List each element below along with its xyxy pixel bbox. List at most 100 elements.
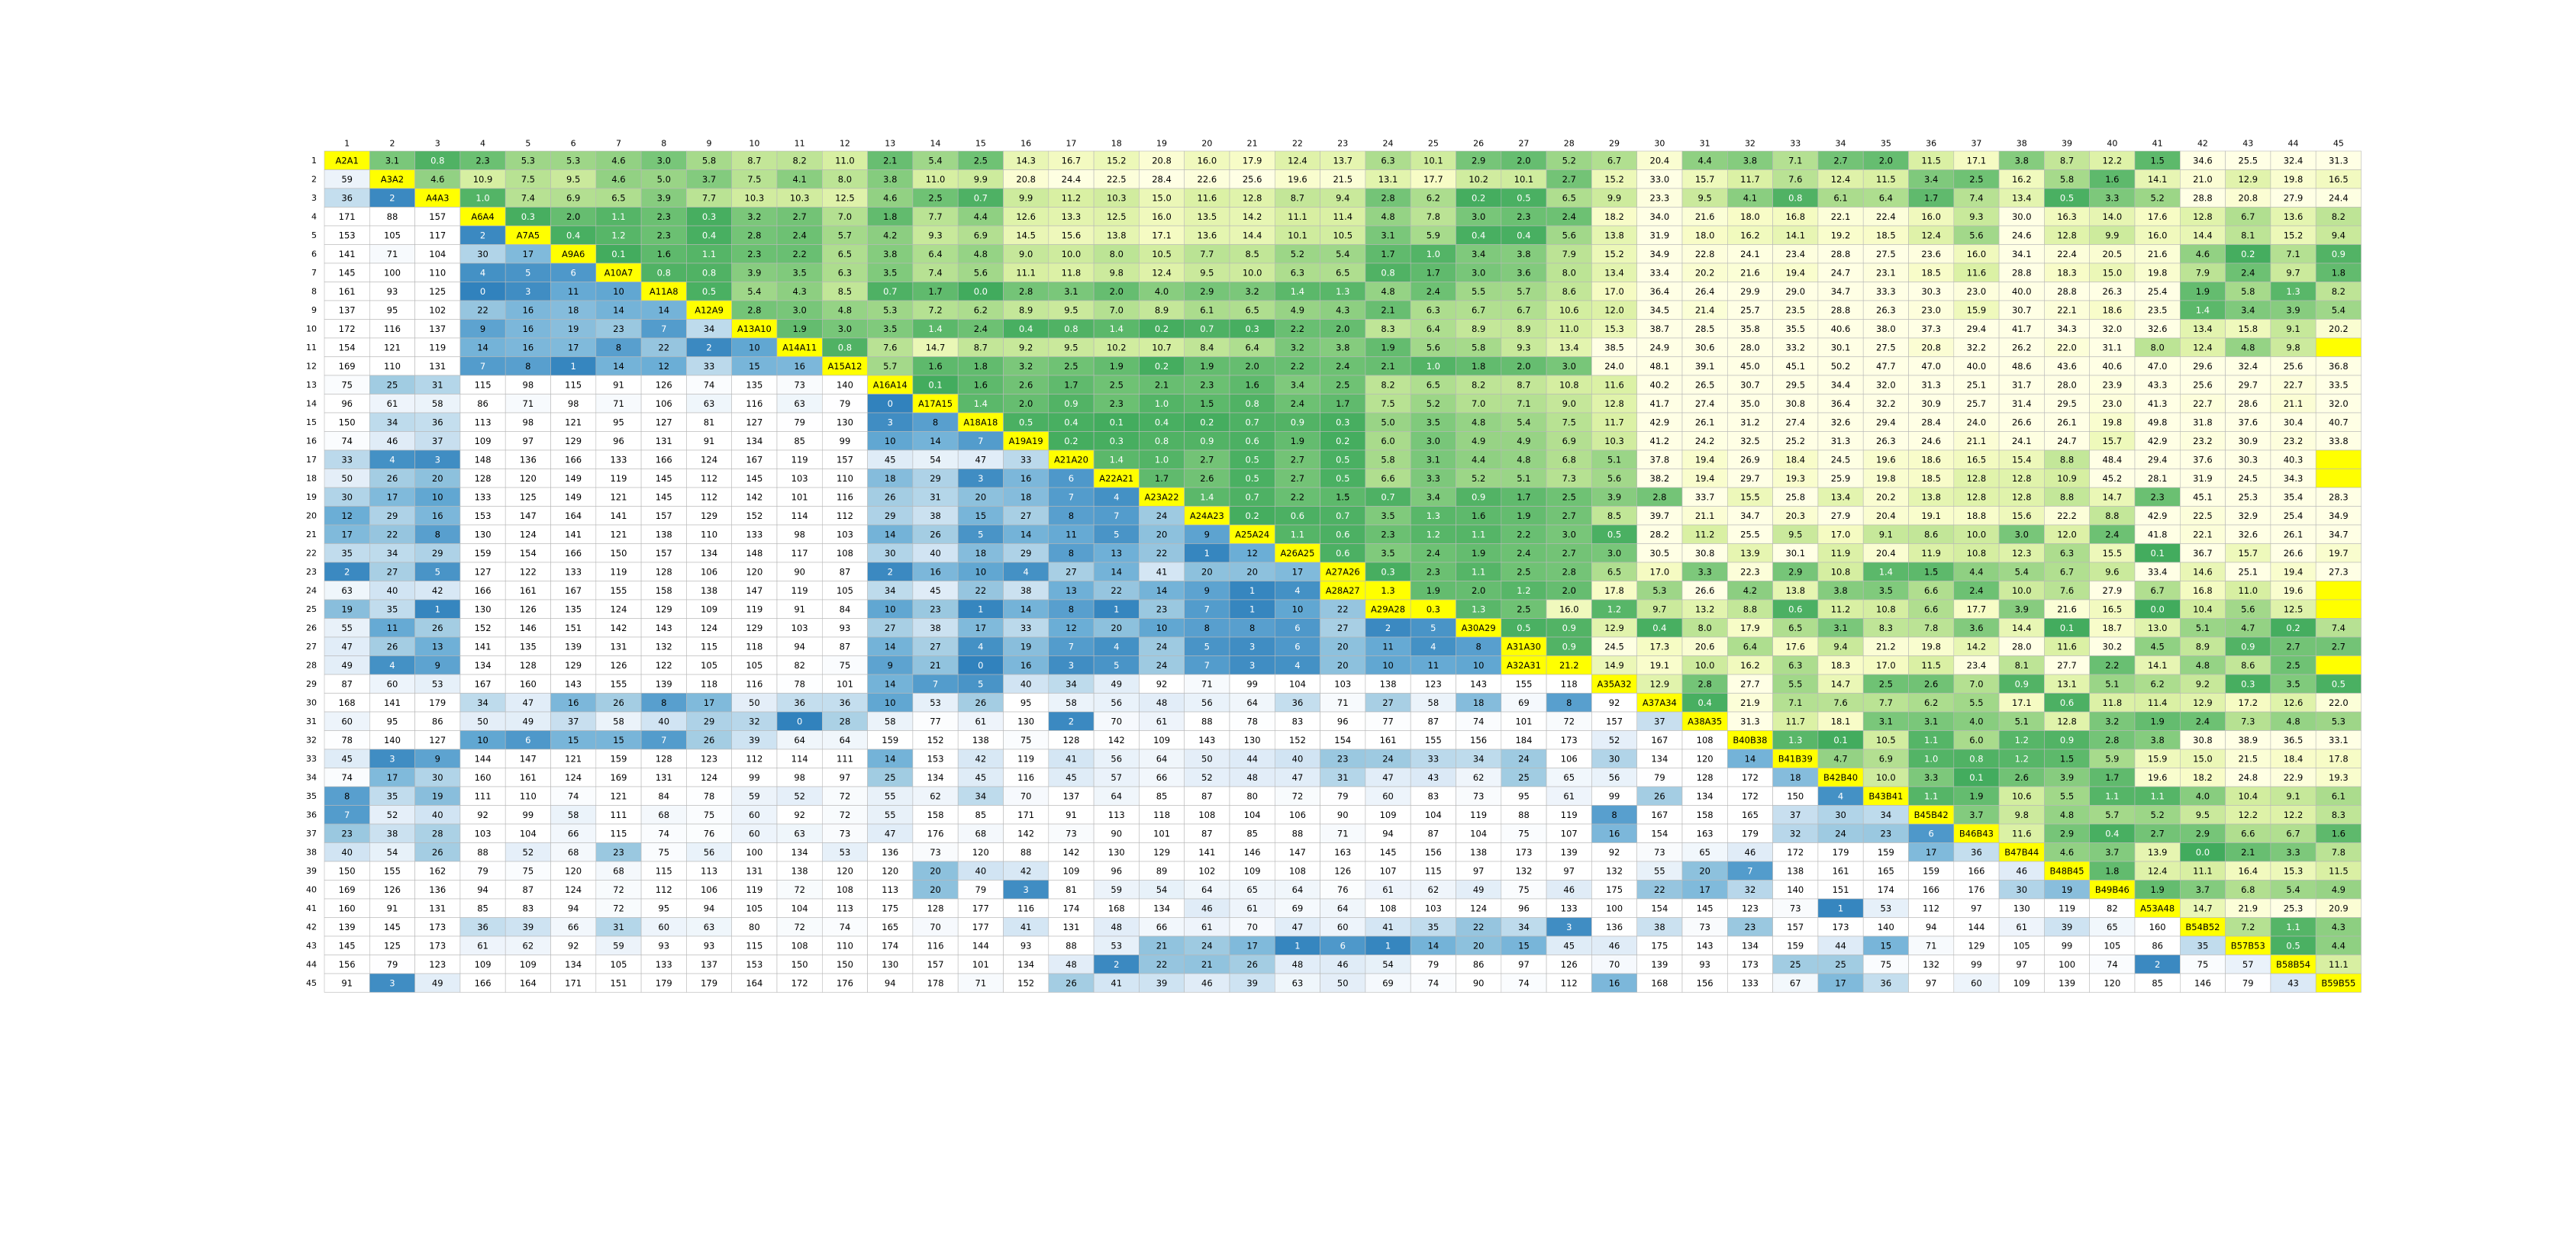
cell-value-label: 3.0 [2015,529,2029,539]
cell-value-label: 32.6 [2238,529,2258,539]
cell-value-label: 85 [1246,828,1258,839]
cell-value-label: 139 [565,641,582,652]
cell-value-label: 154 [1334,735,1351,745]
row-label: 19 [306,492,317,502]
cell-value-label: 137 [429,324,446,334]
cell-value-label: 1.3 [2286,286,2300,297]
cell-value-label: 1.4 [2196,304,2210,315]
cell-value-label: 138 [1470,847,1487,858]
cell-value-label: 37 [568,716,579,726]
cell-value-label: 0.3 [2241,678,2255,689]
cell-value-label: 11.5 [1921,660,1941,671]
cell-value-label: 17.1 [1152,230,1172,240]
cell-value-label: 145 [656,473,672,484]
cell-value-label: 64 [1156,753,1168,764]
cell-value-label: 152 [1289,735,1306,745]
cell-value-label: 3.2 [1019,361,1033,372]
cell-value-label: 160 [339,903,356,913]
cell-value-label: 3.5 [883,324,897,334]
cell-value-label: 16.0 [1152,211,1172,222]
cell-value-label: 14.5 [1016,230,1036,240]
cell-value-label: 0.8 [1155,436,1169,446]
cell-value-label: 1.1 [702,249,716,259]
cell-value-label: 1.2 [1607,604,1621,614]
heatmap-cell [1636,262,1683,282]
cell-value-label: 9.9 [1607,192,1621,203]
cell-value-label: 5.8 [1381,454,1394,465]
cell-value-label: 31 [613,922,624,932]
row-label: 12 [306,361,317,371]
cell-value-label: 0.5 [2286,940,2300,951]
cell-value-label: 0.5 [2332,678,2345,689]
heatmap-cell [1093,262,1140,282]
cell-value-label: 5.4 [928,155,942,166]
cell-value-label: 22.3 [1740,566,1760,577]
cell-value-label: 2.4 [1517,548,1530,559]
heatmap-cell [2315,207,2362,227]
cell-value-label: 4 [1430,641,1436,652]
cell-value-label: 3.8 [1517,249,1530,259]
cell-value-label: 25.6 [2284,361,2304,372]
cell-value-label: 24.8 [2238,772,2258,783]
cell-value-label: 159 [475,548,492,559]
cell-value-label: 75 [840,660,851,671]
heatmap-cell [369,244,415,264]
cell-value-label: 105 [701,660,717,671]
cell-value-label: 65 [1246,884,1258,895]
cell-value-label: 99 [749,772,760,783]
row-label: 24 [306,585,317,595]
cell-value-label: 1 [978,604,983,614]
row-label: 28 [306,660,317,670]
cell-value-label: 124 [701,454,717,465]
heatmap-cell [1546,188,1592,208]
heatmap-cell [2134,244,2181,264]
cell-value-label: 10.0 [2012,585,2032,596]
cell-value-label: 131 [656,436,672,446]
cell-value-label: 77 [1382,716,1394,726]
cell-value-label: 165 [882,922,898,932]
cell-value-label: 2.6 [1019,379,1033,390]
cell-value-label: 2.2 [1291,491,1304,502]
heatmap-cell [414,225,461,245]
cell-value-label: 13.8 [1921,491,1941,502]
cell-value-label: 52 [1609,735,1620,745]
cell-value-label: 11.5 [1921,155,1941,166]
cell-value-label: 12.6 [2284,697,2304,708]
cell-value-label: 23 [1156,604,1168,614]
heatmap-cell [414,244,461,264]
cell-value-label: 155 [610,678,627,689]
cell-value-label: 3.1 [1427,454,1440,465]
cell-value-label: 5 [435,566,440,577]
cell-value-label: 70 [1111,716,1122,726]
heatmap-cell [324,244,370,264]
heatmap-cell [1456,188,1502,208]
cell-value-label: 1.0 [1924,753,1938,764]
cell-value-label: 100 [746,847,762,858]
cell-value-label: 53 [1881,903,1892,913]
cell-value-label: 26.1 [2057,417,2077,427]
cell-value-label: 4 [978,641,983,652]
cell-value-label: 24 [1518,753,1530,764]
cell-value-label: 12.8 [1604,398,1624,409]
cell-value-label: 54 [387,847,398,858]
cell-value-label: 47 [523,697,534,708]
cell-value-label: 8 [616,342,621,353]
cell-value-label: 65 [1699,847,1710,858]
cell-value-label: 3.5 [1427,417,1440,427]
cell-value-label: 166 [475,977,492,988]
cell-value-label: 2.2 [2105,660,2119,671]
cell-value-label: 16 [1020,473,1032,484]
cell-value-label: 12.2 [2103,155,2123,166]
cell-value-label: 20 [1111,623,1122,633]
cell-value-label: 14.7 [2103,491,2123,502]
cell-value-label: 45.1 [2193,491,2213,502]
cell-value-label: 13.2 [1695,604,1715,614]
cell-value-label: 124 [565,772,582,783]
heatmap-cell [2089,207,2136,227]
cell-value-label: 3 [389,753,395,764]
cell-value-label: 76 [1337,884,1349,895]
cell-value-label: 21.6 [2148,249,2168,259]
cell-value-label: 90 [1473,977,1485,988]
cell-value-label: 1.5 [2151,155,2165,166]
cell-value-label: 24.5 [1604,641,1624,652]
